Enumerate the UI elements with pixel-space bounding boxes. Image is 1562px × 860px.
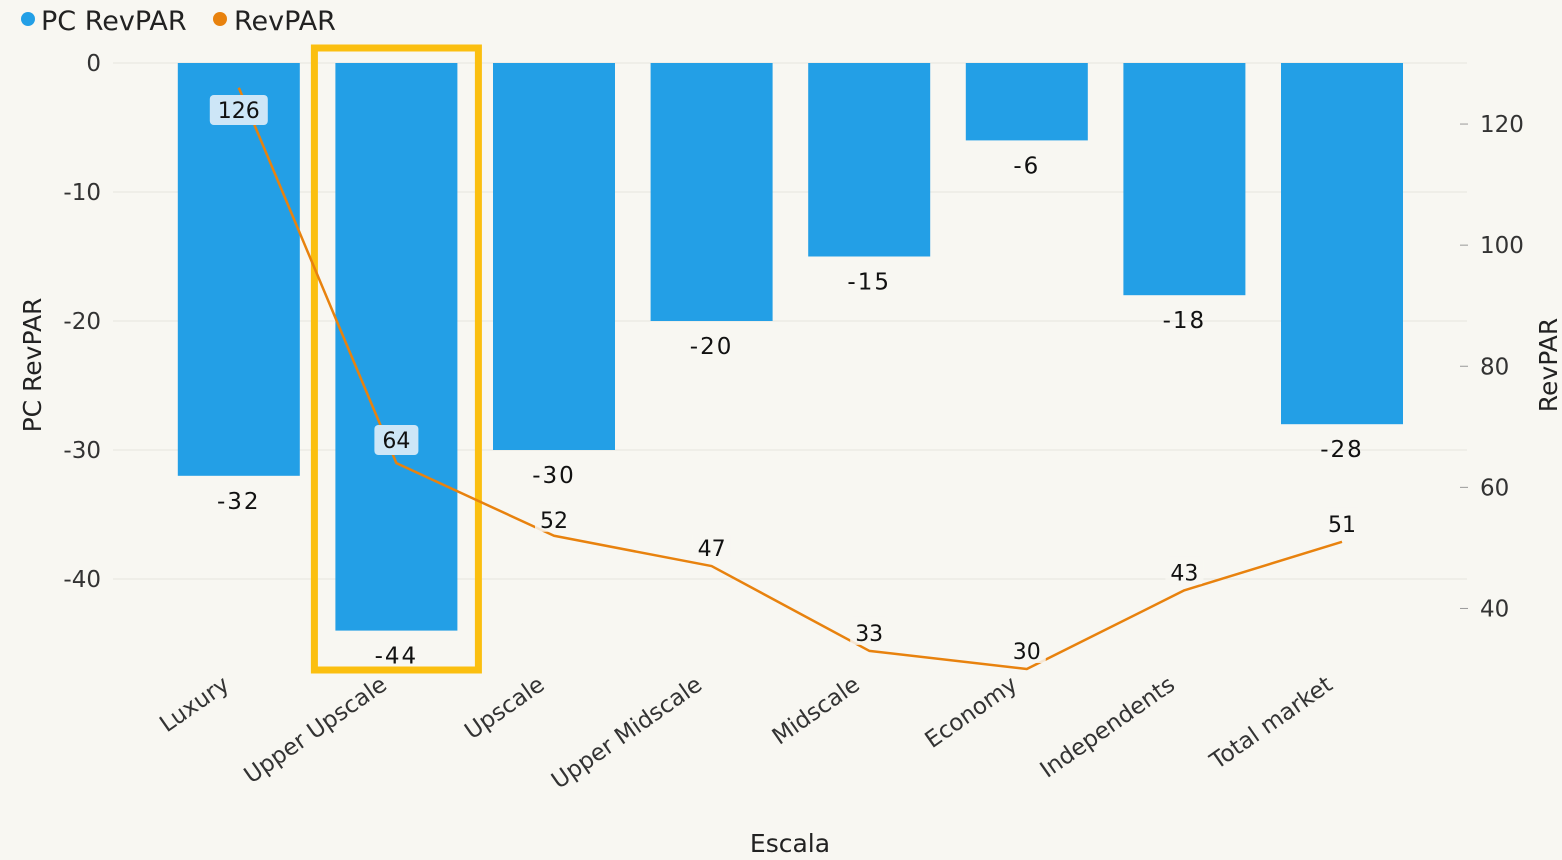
revpar-line [237,87,1343,671]
bar-upper-upscale [335,63,458,631]
x-axis-title: Escala [750,829,830,858]
y-tick-label: -40 [63,567,101,593]
bar-value-label: -6 [1013,153,1040,179]
legend-label-pc-revpar: PC RevPAR [41,6,187,37]
line-label-background [1165,556,1204,585]
y-tick-label: -20 [63,309,101,335]
line-label-background [1323,507,1361,536]
legend-label-revpar: RevPAR [234,6,336,37]
line-label-background [850,616,889,645]
y2-axis-title: RevPAR [1534,318,1562,412]
x-tick-label-midscale: Midscale [768,672,865,751]
bars [177,63,1403,631]
x-tick-label-total-market: Total market [1205,672,1338,776]
line-value-label: 30 [1013,640,1041,665]
bar-value-labels: -32 -44 -30 -20 -15 -6 -18 -28 [217,153,1364,670]
y-axis-right: 120 100 80 60 40 [1460,112,1524,622]
y2-tick-label: 100 [1480,233,1524,259]
legend-swatch-revpar [213,12,227,26]
bar-value-label: -20 [690,334,734,360]
line-label-background [209,95,268,125]
x-tick-label-upper-upscale: Upper Upscale [240,672,392,789]
y2-tick-label: 120 [1480,112,1524,138]
y2-tick-label: 40 [1480,596,1509,622]
bar-midscale [808,63,931,257]
y-tick-label: -30 [63,438,101,464]
x-tick-label-luxury: Luxury [155,672,234,738]
bar-total-market [1281,63,1403,425]
bar-value-label: -15 [847,270,891,296]
line-label-background [1007,635,1046,663]
revpar-line-series [237,87,1343,671]
bar-value-label: -32 [217,489,261,515]
highlight-frame [310,44,482,674]
bar-economy [965,63,1088,141]
x-tick-label-independents: Independents [1036,672,1180,784]
highlight-box [310,44,482,674]
bar-value-label: -28 [1320,437,1364,463]
x-tick-label-upscale: Upscale [460,672,549,745]
y2-tick-label: 60 [1480,475,1509,501]
legend-swatch-pc-revpar [21,12,35,26]
legend: PC RevPAR RevPAR [21,6,336,37]
bar-upscale [493,63,615,450]
line-value-labels: 126 64 52 47 33 30 43 51 [209,95,1361,665]
y-tick-label: 0 [86,51,101,77]
bar-upper-midscale [650,63,773,321]
x-tick-label-economy: Economy [921,672,1023,754]
line-value-label: 126 [218,99,260,124]
bar-value-label: -30 [532,463,576,489]
line-value-label: 51 [1328,513,1356,538]
line-value-label: 64 [382,429,410,454]
y-tick-label: -10 [63,180,101,206]
bar-independents [1123,63,1246,296]
bar-value-label: -18 [1163,308,1207,334]
line-value-label: 33 [855,622,883,647]
line-value-label: 43 [1170,561,1198,586]
bar-value-label: -44 [375,644,419,670]
line-value-label: 47 [698,537,726,562]
line-label-background [374,425,419,455]
line-label-background [692,532,731,561]
y-axis-title: PC RevPAR [18,298,47,433]
line-value-label: 52 [540,509,568,534]
x-tick-label-upper-midscale: Upper Midscale [547,672,707,795]
bar-luxury [177,63,300,476]
y2-tick-label: 80 [1480,354,1509,380]
line-label-background [535,503,573,532]
y-axis-left: 0 -10 -20 -30 -40 [63,51,101,593]
